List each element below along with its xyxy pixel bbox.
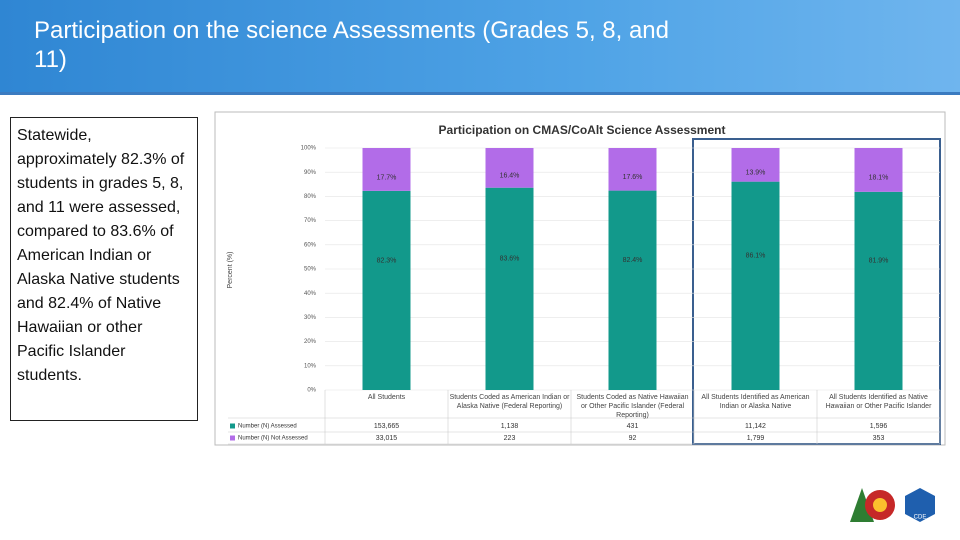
bar-segment — [485, 187, 534, 390]
bar-segment — [731, 181, 780, 390]
chart-frame — [214, 111, 946, 446]
table-cell: 431 — [627, 423, 639, 430]
bar-segment — [731, 148, 780, 182]
y-tick-label: 0% — [307, 388, 316, 394]
bar-segment — [362, 190, 411, 390]
table-cell: 1,596 — [870, 423, 888, 430]
bar-segment — [854, 191, 903, 390]
data-label: 18.1% — [869, 175, 889, 182]
data-label: 81.9% — [869, 258, 889, 265]
data-label: 86.1% — [746, 253, 766, 260]
y-tick-label: 10% — [304, 363, 317, 369]
table-cell: 11,142 — [745, 423, 766, 430]
y-tick-label: 80% — [304, 194, 317, 200]
y-tick-label: 90% — [304, 170, 317, 176]
data-label: 16.4% — [500, 173, 520, 180]
x-tick-label: All Students Identified as American Indi… — [701, 394, 810, 410]
table-cell: 33,015 — [376, 435, 398, 442]
table-cell: 153,665 — [374, 423, 399, 430]
legend-swatch — [230, 423, 235, 429]
data-label: 82.3% — [377, 257, 397, 264]
title-bar — [0, 0, 960, 95]
x-tick-label: All Students — [367, 394, 406, 401]
chart-title: Participation on CMAS/CoAlt Science Asse… — [439, 123, 726, 137]
table-cell: 353 — [873, 435, 885, 442]
data-label: 13.9% — [746, 170, 766, 177]
data-label: 17.7% — [377, 174, 397, 181]
data-label: 83.6% — [500, 256, 520, 263]
y-tick-label: 100% — [301, 146, 317, 152]
x-tick-label: Students Coded as Native Hawaiian or Oth… — [576, 394, 689, 419]
x-tick-label: All Students Identified as Native Hawaii… — [825, 394, 932, 410]
x-tick-label: Students Coded as American Indian or Ala… — [449, 394, 570, 410]
table-cell: 223 — [504, 435, 516, 442]
slide-title: Participation on the science Assessments… — [34, 17, 670, 73]
bar-segment — [608, 148, 657, 191]
data-label: 17.6% — [623, 174, 643, 181]
y-tick-label: 60% — [304, 242, 317, 248]
legend-label: Number (N) Assessed — [238, 424, 297, 430]
table-cell: 1,799 — [747, 435, 765, 442]
legend-label: Number (N) Not Assessed — [238, 436, 308, 442]
data-label: 82.4% — [623, 257, 643, 264]
table-cell: 92 — [629, 435, 637, 442]
y-tick-label: 30% — [304, 315, 317, 321]
bar-segment — [854, 148, 903, 192]
bar-segment — [362, 148, 411, 191]
bar-segment — [608, 190, 657, 390]
svg-text:CDE: CDE — [914, 515, 927, 521]
logos: CDE — [850, 488, 935, 522]
y-tick-label: 40% — [304, 291, 317, 297]
table-cell: 1,138 — [501, 423, 519, 430]
y-tick-label: 50% — [304, 267, 317, 273]
body-text: Statewide, approximately 82.3% of studen… — [10, 117, 198, 421]
y-tick-label: 20% — [304, 339, 317, 345]
y-tick-label: 70% — [304, 218, 317, 224]
legend-swatch — [230, 435, 235, 441]
bar-segment — [485, 148, 534, 188]
y-axis-label: Percent (%) — [227, 252, 234, 289]
